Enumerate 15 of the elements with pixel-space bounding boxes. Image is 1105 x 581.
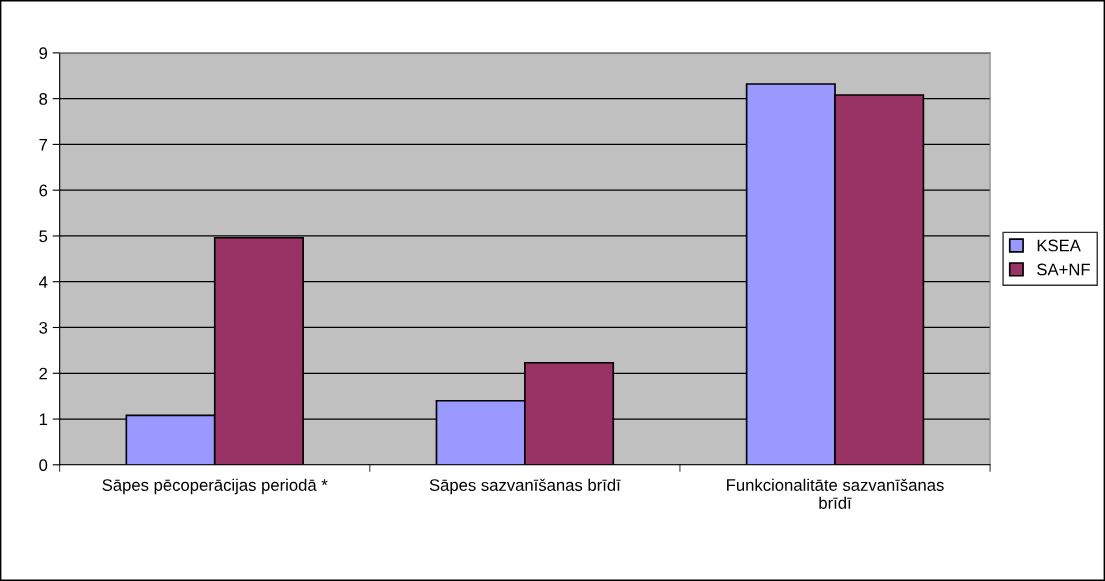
- y-tick-label: 8: [39, 93, 48, 105]
- y-tick-label: 1: [39, 413, 48, 426]
- y-tick-label: 6: [39, 184, 48, 197]
- y-tick-label: 4: [38, 276, 48, 288]
- x-tick-label: Sāpes pēcoperācijas periodā *: [102, 478, 328, 495]
- y-tick-label: 5: [39, 230, 48, 243]
- y-tick-label: 7: [39, 138, 48, 151]
- y-tick-label: 2: [39, 367, 48, 380]
- legend-label: SA+NF: [1037, 263, 1090, 276]
- y-tick-label: 3: [39, 321, 48, 334]
- x-tick-label: Funkcionalitāte sazvanīšanas brīdī: [727, 478, 944, 509]
- x-tick-label: Sāpes sazvanīšanas brīdī: [429, 478, 621, 495]
- legend-label: KSEA: [1037, 239, 1081, 252]
- y-tick-label: 0: [39, 459, 48, 471]
- y-tick-label: 9: [39, 47, 48, 60]
